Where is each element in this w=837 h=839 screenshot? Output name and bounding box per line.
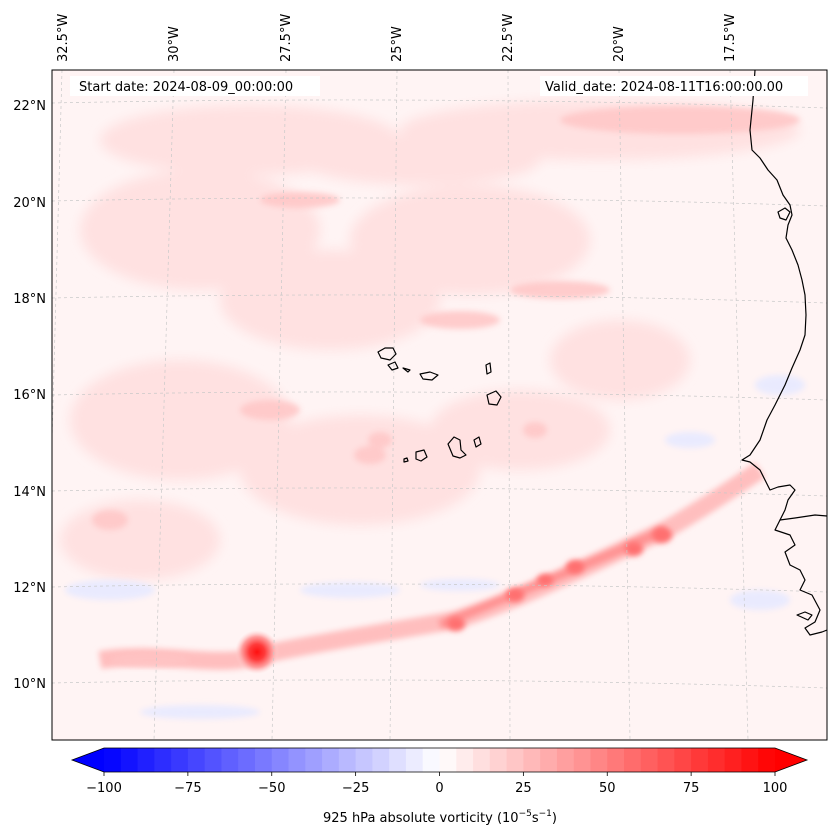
vorticity-field	[52, 70, 827, 740]
colorbar-segment	[238, 748, 256, 772]
colorbar-segment	[137, 748, 155, 772]
start-date-box	[70, 76, 320, 96]
colorbar-segment	[204, 748, 222, 772]
colorbar-min-extend	[72, 748, 104, 772]
colorbar-segment	[523, 748, 541, 772]
coastline	[377, 70, 827, 636]
colorbar-max-extend	[775, 748, 807, 772]
colorbar-tick-label: −25	[342, 781, 369, 796]
colorbar-segment	[724, 748, 742, 772]
colorbar-segment	[473, 748, 491, 772]
colorbar-segment	[590, 748, 608, 772]
colorbar-ticks: −100 −75 −50 −25 0 25 50 75 100	[86, 772, 787, 796]
colorbar-segment	[556, 748, 575, 772]
lon-label-17.5w: 17.5°W	[723, 14, 738, 62]
colorbar-segment	[305, 748, 323, 772]
colorbar-segment	[288, 748, 306, 772]
colorbar-segment	[506, 748, 524, 772]
colorbar-segment	[640, 748, 659, 772]
valid-date-label: Valid_date: 2024-08-11T16:00:00.00	[545, 80, 783, 95]
colorbar-segment	[187, 748, 206, 772]
colorbar-segment	[221, 748, 239, 772]
colorbar-title: 925 hPa absolute vorticity (10−5s−1)	[323, 809, 557, 826]
lat-label-12n: 12°N	[13, 581, 46, 596]
start-date-label: Start date: 2024-08-09_00:00:00	[79, 80, 293, 95]
lat-label-20n: 20°N	[13, 196, 46, 211]
colorbar-segment	[104, 748, 122, 772]
colorbar-segment	[405, 748, 424, 772]
lon-label-25w: 25°W	[390, 26, 405, 62]
colorbar-segment	[758, 748, 776, 772]
colorbar-segment	[573, 748, 591, 772]
colorbar-segment	[624, 748, 642, 772]
colorbar-segment	[422, 748, 440, 772]
lat-label-16n: 16°N	[13, 388, 46, 403]
colorbar-segment	[741, 748, 759, 772]
lon-label-22.5w: 22.5°W	[501, 14, 516, 62]
latitude-labels: 22°N 20°N 18°N 16°N 14°N 12°N 10°N	[13, 99, 46, 692]
colorbar-segment	[271, 748, 290, 772]
colorbar-tick-label: 25	[515, 781, 532, 796]
colorbar-segment	[171, 748, 189, 772]
lat-label-14n: 14°N	[13, 485, 46, 500]
colorbar-segment	[389, 748, 407, 772]
colorbar-segment	[489, 748, 508, 772]
lon-label-20w: 20°W	[612, 26, 627, 62]
colorbar-segment	[254, 748, 273, 772]
colorbar-segment	[607, 748, 625, 772]
vortex-maximum	[235, 630, 279, 674]
colorbar-tick-label: −100	[86, 781, 122, 796]
colorbar-tick-label: 50	[599, 781, 616, 796]
colorbar-segment	[372, 748, 390, 772]
colorbar-segment	[456, 748, 474, 772]
colorbar: −100 −75 −50 −25 0 25 50 75 100 925 hPa absolute…	[70, 747, 809, 826]
colorbar-segment	[439, 748, 457, 772]
colorbar-segment	[120, 748, 139, 772]
lat-label-10n: 10°N	[13, 677, 46, 692]
colorbar-segment	[154, 748, 172, 772]
colorbar-segment	[540, 748, 558, 772]
colorbar-segment	[338, 748, 357, 772]
colorbar-segment	[707, 748, 726, 772]
longitude-labels: 32.5°W 30°W 27.5°W 25°W 22.5°W 20°W 17.5…	[56, 14, 738, 62]
colorbar-tick-label: 0	[435, 781, 443, 796]
colorbar-segment	[691, 748, 709, 772]
lon-label-30w: 30°W	[167, 26, 182, 62]
map-frame	[51, 69, 828, 741]
colorbar-segment	[322, 748, 340, 772]
lat-label-18n: 18°N	[13, 292, 46, 307]
colorbar-segment	[674, 748, 692, 772]
colorbar-tick-label: 75	[683, 781, 700, 796]
colorbar-segments	[104, 748, 776, 772]
colorbar-tick-label: −50	[258, 781, 285, 796]
colorbar-tick-label: 100	[763, 781, 788, 796]
colorbar-segment	[355, 748, 373, 772]
valid-date-box	[540, 76, 808, 96]
lat-label-22n: 22°N	[13, 99, 46, 114]
lon-label-32.5w: 32.5°W	[56, 14, 71, 62]
lon-label-27.5w: 27.5°W	[279, 14, 294, 62]
colorbar-segment	[657, 748, 675, 772]
colorbar-tick-label: −75	[174, 781, 201, 796]
graticule	[52, 70, 827, 740]
